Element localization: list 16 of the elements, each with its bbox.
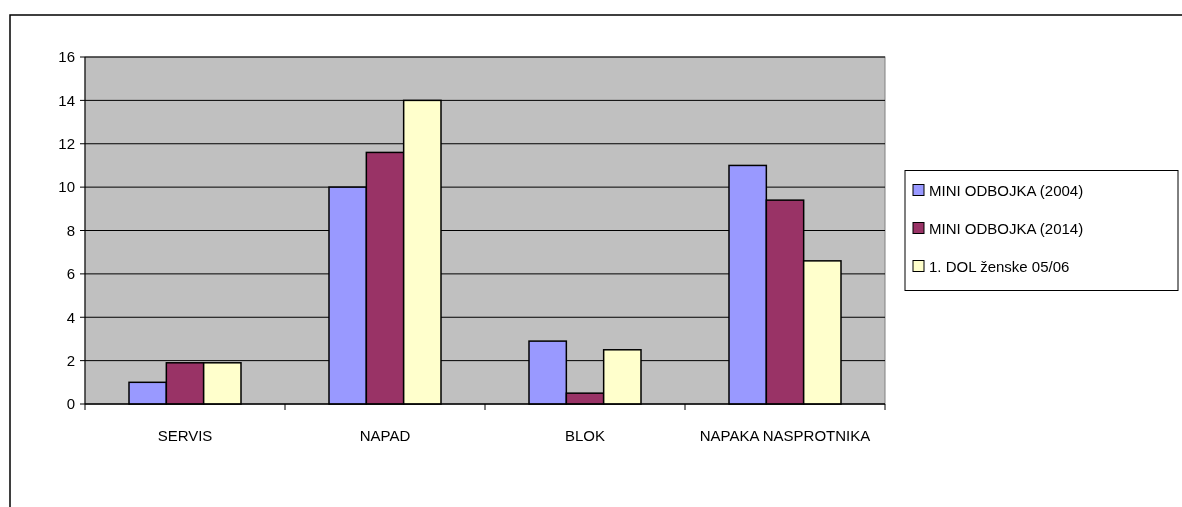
- y-tick-label: 4: [66, 308, 75, 326]
- legend-label: MINI ODBOJKA (2004): [929, 181, 1084, 199]
- y-tick-label: 16: [58, 48, 75, 66]
- y-tick-label: 0: [66, 395, 75, 413]
- x-tick-label: NAPAD: [359, 427, 411, 444]
- y-tick-label: 12: [58, 135, 75, 152]
- y-tick-label: 8: [66, 221, 75, 239]
- y-tick-label: 10: [58, 178, 75, 196]
- legend-label: MINI ODBOJKA (2014): [929, 219, 1084, 237]
- x-tick-label: SERVIS: [157, 427, 213, 444]
- legend-label: 1. DOL ženske 05/06: [929, 257, 1070, 275]
- y-tick-label: 14: [58, 91, 75, 109]
- y-tick-label: 2: [66, 351, 75, 369]
- y-tick-label: 6: [66, 265, 75, 283]
- x-tick-label: BLOK: [564, 427, 606, 444]
- x-tick-label: NAPAKA NASPROTNIKA: [699, 427, 871, 444]
